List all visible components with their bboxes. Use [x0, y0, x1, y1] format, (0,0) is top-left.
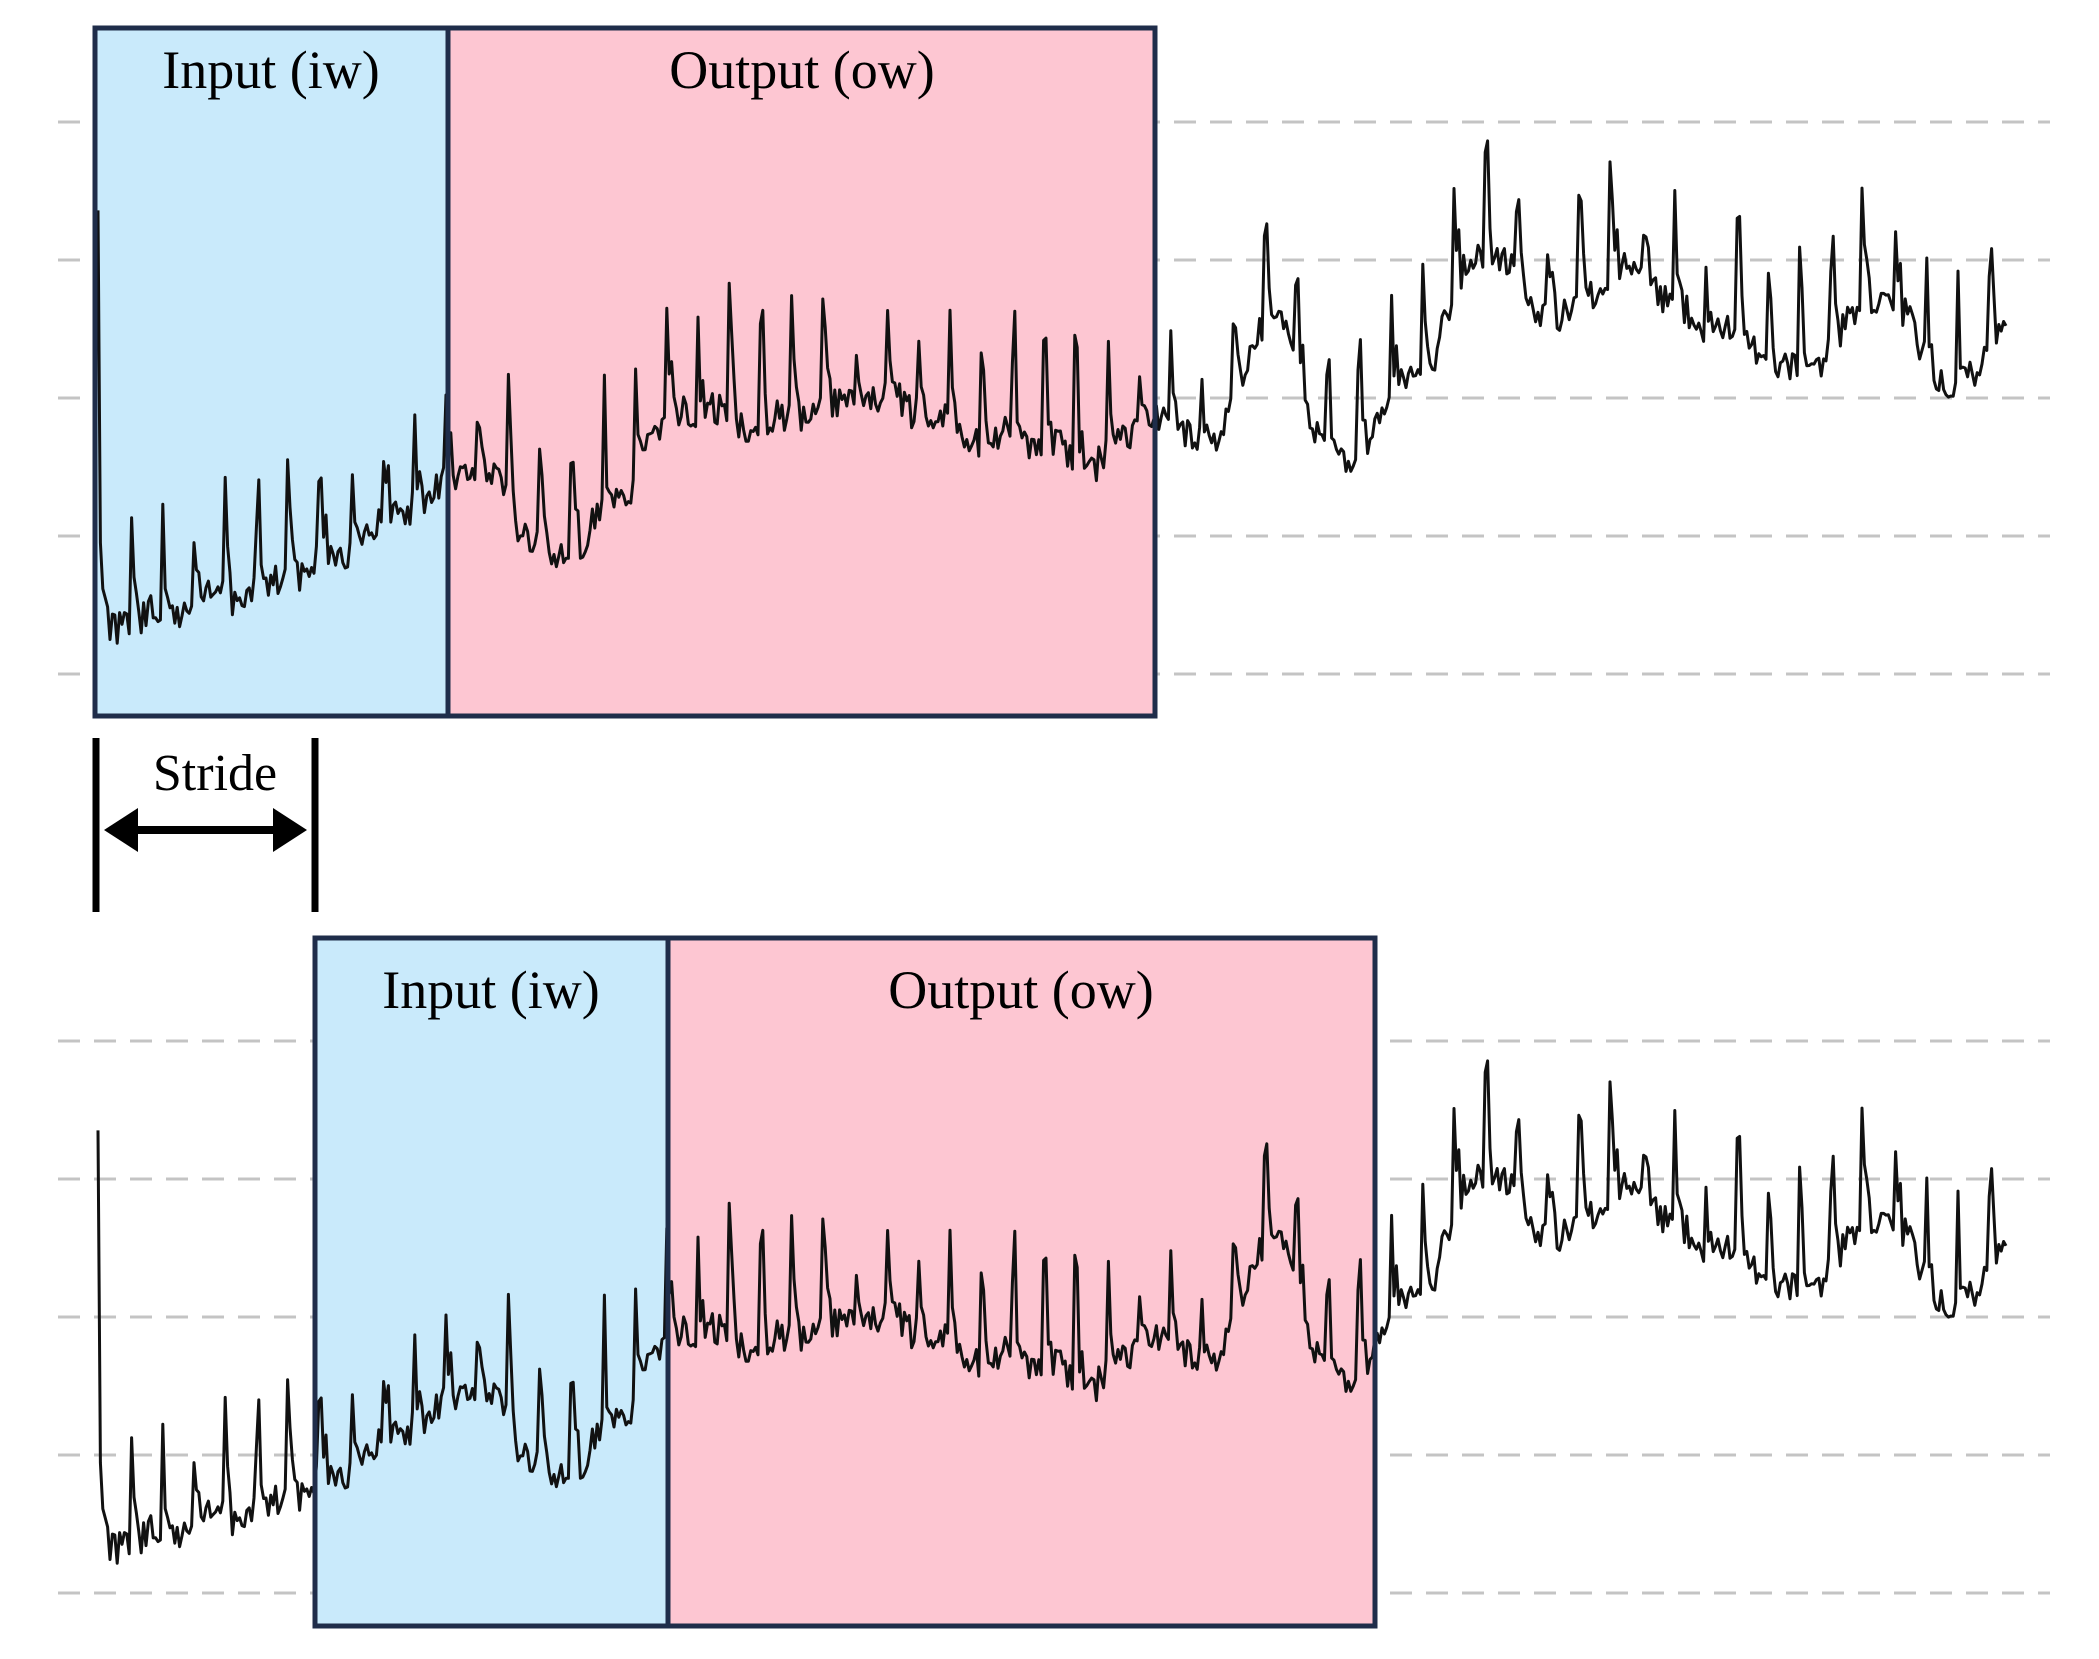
- stride-arrow-left-head: [104, 808, 138, 852]
- top-input-label: Input (iw): [162, 40, 379, 100]
- top-input-window: [95, 28, 448, 716]
- stride-label: Stride: [153, 745, 277, 802]
- bottom-input-label: Input (iw): [382, 960, 599, 1020]
- bottom-output-label: Output (ow): [888, 960, 1153, 1020]
- top-output-label: Output (ow): [669, 40, 934, 100]
- stride-annotation: Stride: [92, 738, 319, 912]
- bottom-input-window: [315, 938, 668, 1626]
- top-window-frame: [92, 25, 1158, 719]
- bottom-window-frame: [312, 935, 1378, 1629]
- top-time-series-line: [96, 139, 2008, 645]
- bottom-output-window: [668, 938, 1375, 1626]
- bottom-time-series-line: [96, 1059, 2008, 1565]
- top-output-window: [448, 28, 1155, 716]
- stride-arrow-right-head: [273, 808, 307, 852]
